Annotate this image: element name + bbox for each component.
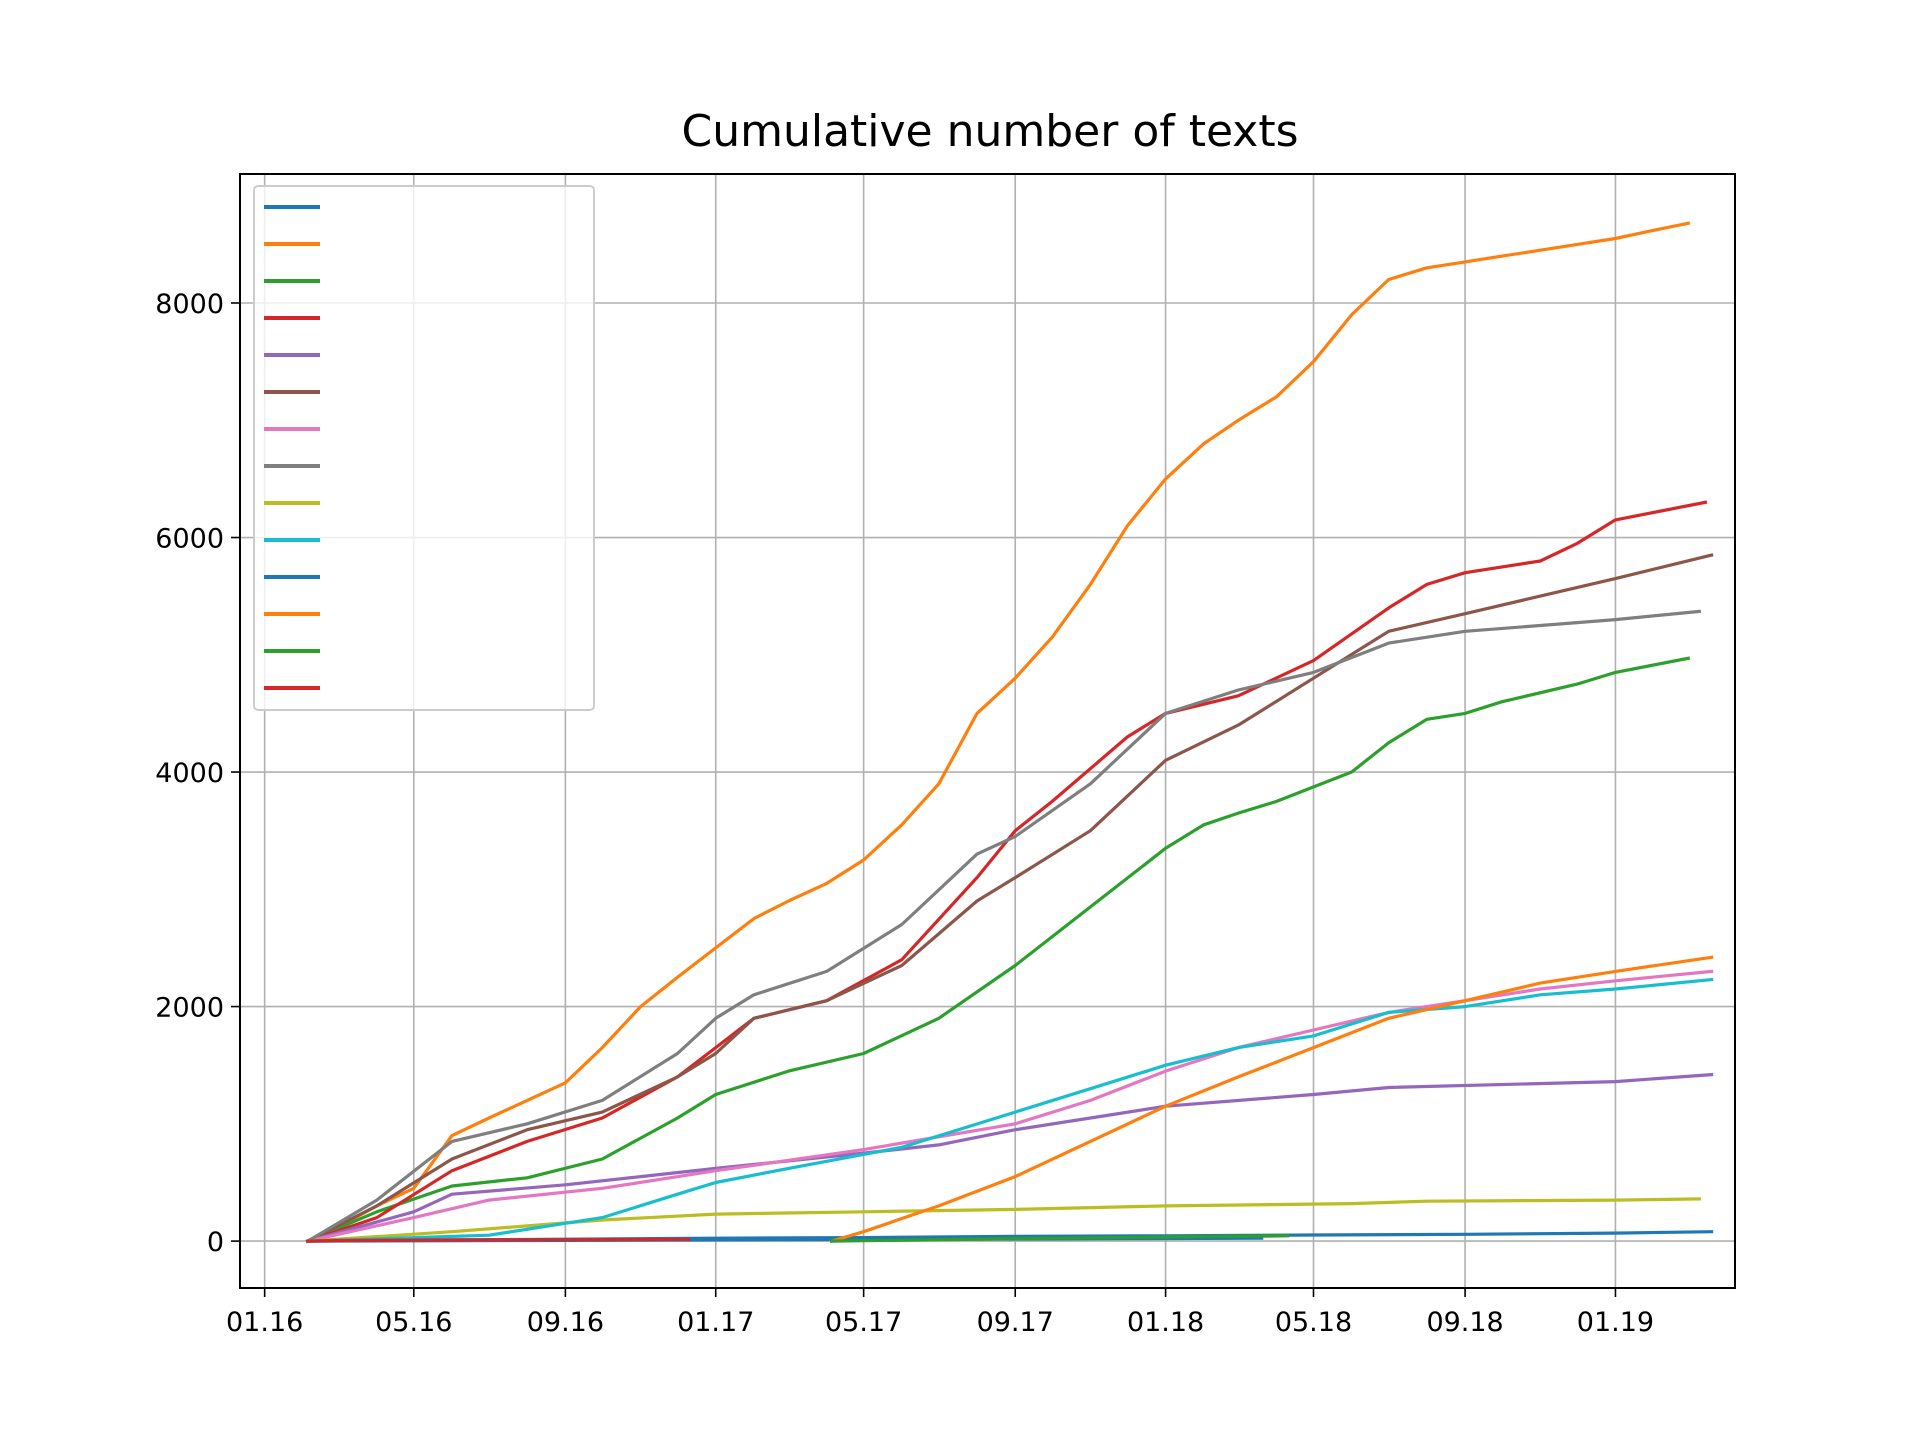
x-tick-label: 09.18 bbox=[1426, 1307, 1503, 1338]
x-tick-label: 01.19 bbox=[1577, 1307, 1654, 1338]
x-tick-label: 01.17 bbox=[677, 1307, 754, 1338]
series-lines bbox=[305, 221, 1714, 1244]
legend bbox=[253, 185, 595, 711]
y-tick-label: 6000 bbox=[155, 524, 224, 555]
series-line-6 bbox=[305, 553, 1714, 1244]
plot-frame bbox=[239, 173, 1736, 1289]
series-line-7 bbox=[305, 969, 1714, 1244]
series-line-3 bbox=[305, 656, 1691, 1244]
legend-box bbox=[253, 185, 595, 711]
y-tick-label: 4000 bbox=[155, 758, 224, 789]
x-tick-label: 01.18 bbox=[1127, 1307, 1204, 1338]
x-tick-label: 05.17 bbox=[825, 1307, 902, 1338]
x-tick-label: 05.18 bbox=[1275, 1307, 1352, 1338]
y-tick-label: 0 bbox=[207, 1227, 224, 1258]
y-tick-label: 8000 bbox=[155, 289, 224, 320]
y-tick-label: 2000 bbox=[155, 993, 224, 1024]
series-line-13 bbox=[829, 1234, 1290, 1243]
x-tick-label: 01.16 bbox=[226, 1307, 303, 1338]
series-line-8 bbox=[305, 609, 1702, 1244]
series-line-5 bbox=[305, 1072, 1714, 1244]
x-tick-label: 05.16 bbox=[375, 1307, 452, 1338]
series-line-10 bbox=[306, 977, 1714, 1243]
chart-title: Cumulative number of texts bbox=[682, 106, 1299, 157]
x-tick-label: 09.17 bbox=[977, 1307, 1054, 1338]
axis-ticks: 01.16 05.16 09.16 01.17 05.17 09.17 01.18 05.18… bbox=[155, 289, 1654, 1338]
x-tick-label: 09.16 bbox=[527, 1307, 604, 1338]
series-line-12 bbox=[829, 955, 1714, 1244]
series-line-14 bbox=[306, 1237, 691, 1243]
series-line-4 bbox=[305, 500, 1708, 1244]
series-line-2 bbox=[305, 221, 1691, 1244]
